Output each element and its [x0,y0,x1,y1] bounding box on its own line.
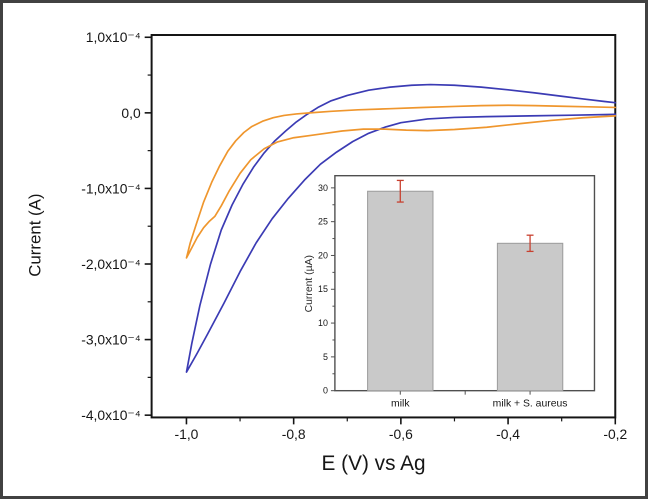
inset-y-tick-label: 5 [323,352,328,362]
y-tick-label: -2,0x10⁻⁴ [81,256,141,272]
inset-bars [367,179,564,392]
inset-plot: 0 5 10 15 20 25 30 milk milk + S. aureus Current… [304,174,596,410]
x-tick-label: -0,4 [496,426,520,442]
inset-y-tick-label: 0 [323,386,328,396]
x-tick-label: -0,2 [603,426,627,442]
inset-y-tick-label: 25 [318,217,328,227]
cv-curve-blue [185,83,617,373]
y-tick-label: -1,0x10⁻⁴ [81,180,141,196]
cv-curve-orange [185,104,617,259]
inset-category-label: milk + S. aureus [493,399,568,410]
main-axes: -1,0 -0,8 -0,6 -0,4 -0,2 1,0x10⁻⁴ 0,0 -1,0x10⁻⁴… [81,29,627,442]
inset-y-tick-label: 15 [318,284,328,294]
x-tick-label: -0,8 [282,426,306,442]
inset-y-axis-title: Current (µA) [304,255,315,312]
x-tick-label: -0,6 [389,426,413,442]
cv-curves [185,83,617,373]
y-tick-label: 0,0 [121,105,141,121]
inset-y-tick-label: 30 [318,183,328,193]
figure-canvas: -1,0 -0,8 -0,6 -0,4 -0,2 1,0x10⁻⁴ 0,0 -1,0x10⁻⁴… [26,29,628,475]
inset-category-label: milk [391,399,410,410]
y-tick-label: 1,0x10⁻⁴ [86,29,141,45]
main-plot: -1,0 -0,8 -0,6 -0,4 -0,2 1,0x10⁻⁴ 0,0 -1,0x10⁻⁴… [26,29,628,475]
bar-milk [367,190,434,392]
y-axis-title: Current (A) [26,194,45,277]
inset-y-tick-label: 10 [318,318,328,328]
x-axis-title: E (V) vs Ag [322,452,426,475]
y-tick-label: -3,0x10⁻⁴ [81,332,141,348]
inset-y-tick-label: 20 [318,250,328,260]
y-tick-label: -4,0x10⁻⁴ [81,407,141,423]
x-tick-label: -1,0 [175,426,199,442]
bar-milk-s-aureus [496,242,564,392]
